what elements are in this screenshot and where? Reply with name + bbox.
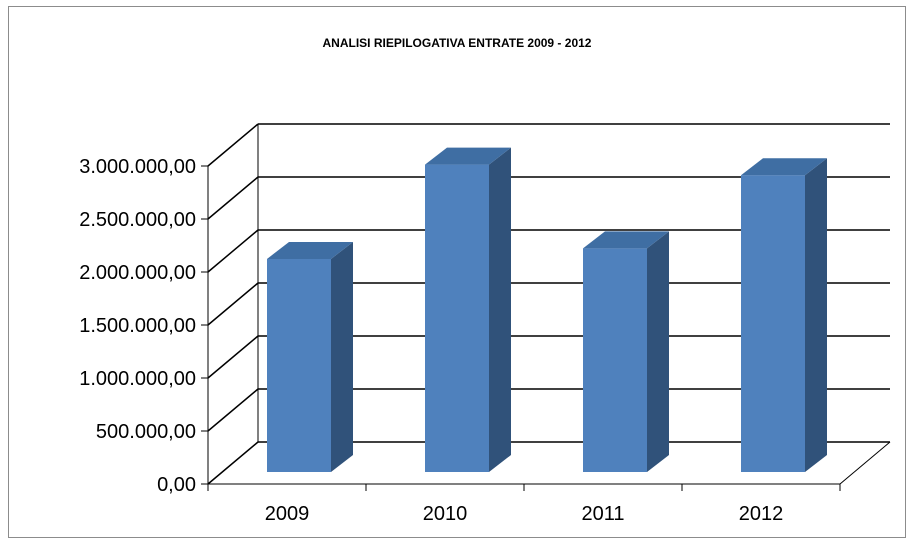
floor-edge bbox=[839, 441, 891, 485]
bar-front bbox=[425, 164, 489, 472]
bar-side bbox=[489, 147, 511, 472]
bar-front bbox=[583, 248, 647, 472]
bar-front bbox=[741, 175, 805, 472]
x-tick-label: 2009 bbox=[265, 503, 310, 525]
bar-side bbox=[805, 158, 827, 472]
y-tick-label: 0,00 bbox=[157, 474, 196, 496]
bar-top bbox=[425, 147, 511, 165]
bars bbox=[267, 147, 827, 472]
x-tick-label: 2011 bbox=[581, 503, 624, 525]
bar-2009 bbox=[267, 241, 353, 472]
gridline-diagonal bbox=[207, 441, 259, 485]
gridline-diagonal bbox=[207, 388, 259, 432]
y-tick-label: 1.500.000,00 bbox=[79, 315, 196, 337]
bar-2012 bbox=[741, 158, 827, 472]
gridline-diagonal bbox=[207, 176, 259, 220]
bar-side bbox=[647, 231, 669, 472]
bar-top bbox=[741, 158, 827, 176]
y-tick-label: 2.000.000,00 bbox=[79, 262, 196, 284]
chart-title: ANALISI RIEPILOGATIVA ENTRATE 2009 - 201… bbox=[322, 36, 592, 50]
y-tick-label: 1.000.000,00 bbox=[79, 368, 196, 390]
y-tick-label: 3.000.000,00 bbox=[79, 156, 196, 178]
gridline-diagonal bbox=[207, 229, 259, 273]
x-tick-label: 2010 bbox=[423, 503, 468, 525]
axes bbox=[201, 165, 841, 491]
bar-front bbox=[267, 258, 331, 472]
y-tick-label: 500.000,00 bbox=[96, 421, 196, 443]
bar-2010 bbox=[425, 147, 511, 472]
bar-top bbox=[267, 241, 353, 259]
gridline-diagonal bbox=[207, 123, 259, 167]
tick-labels: 0,00 500.000,00 1.000.000,00 1.500.000,00 2.… bbox=[79, 156, 783, 525]
gridline-diagonal bbox=[207, 282, 259, 326]
x-tick-label: 2012 bbox=[739, 503, 784, 525]
y-tick-label: 2.500.000,00 bbox=[79, 209, 196, 231]
bar-side bbox=[331, 241, 353, 472]
bar-2011 bbox=[583, 231, 669, 472]
gridline-diagonal bbox=[207, 335, 259, 379]
bar-top bbox=[583, 231, 669, 249]
